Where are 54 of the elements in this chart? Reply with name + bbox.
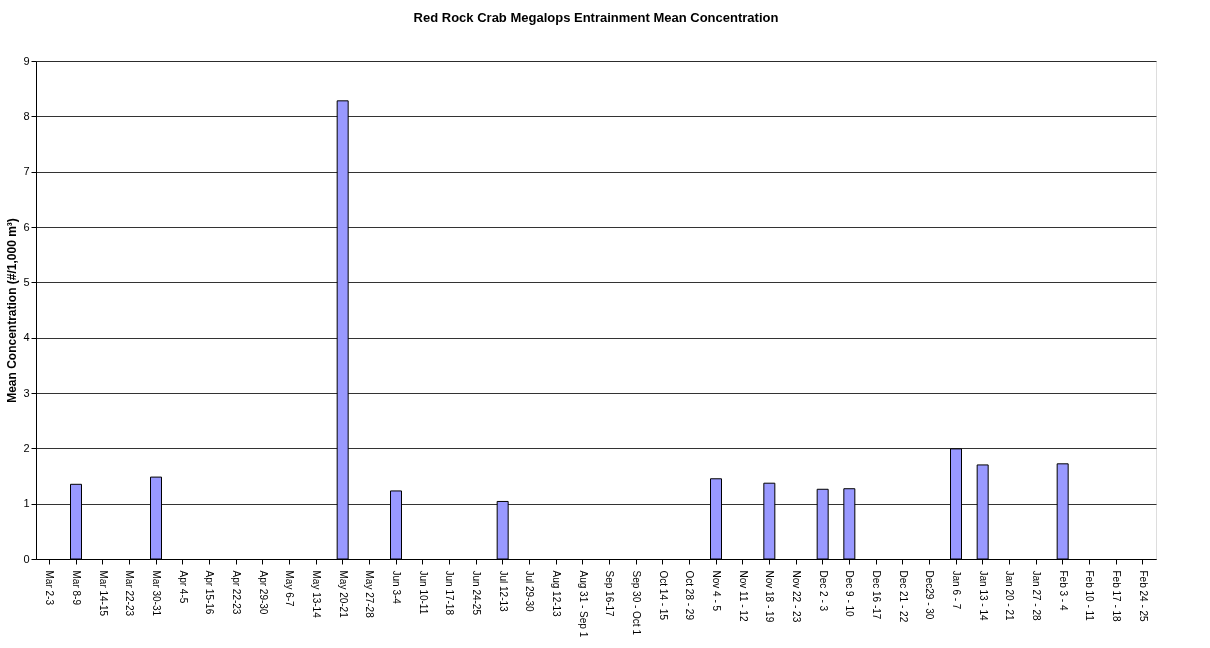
x-tick-label: Jan 27 - 28 — [1031, 570, 1042, 621]
y-tick-label: 1 — [23, 497, 30, 510]
x-tick-label: Dec29 - 30 — [924, 570, 936, 620]
x-tick-label: Sep 30 - Oct 1 — [631, 570, 642, 636]
x-tick-label: Mar 22-23 — [124, 570, 136, 617]
y-tick-label: 7 — [23, 165, 30, 178]
x-tick-label: Dec 9 - 10 — [844, 570, 856, 618]
x-tick-label: Jan 6 - 7 — [951, 570, 962, 610]
x-tick-label: Feb 17 - 18 — [1111, 570, 1122, 623]
x-tick-label: Aug 31 - Sep 1 — [577, 570, 589, 638]
x-tick-label: Dec 21 - 22 — [897, 570, 909, 623]
x-tick-label: Jan 13 - 14 — [977, 570, 989, 621]
y-tick-label: 2 — [23, 441, 30, 454]
chart-title: Red Rock Crab Megalops Entrainment Mean Concentration — [413, 10, 779, 25]
x-tick-label: Jun 17-18 — [444, 570, 456, 616]
y-tick-label: 8 — [23, 109, 30, 122]
x-tick-label: Nov 4 - 5 — [711, 570, 722, 612]
x-tick-label: Apr 22-23 — [231, 570, 242, 615]
x-tick-label: Dec 2 - 3 — [817, 570, 829, 612]
x-tick-label: Jun 10-11 — [417, 570, 429, 615]
y-tick-label: 0 — [23, 552, 30, 565]
x-tick-label: Jun 24-25 — [471, 570, 482, 616]
x-tick-label: Feb 24 - 25 — [1137, 570, 1149, 623]
y-tick-label: 9 — [23, 54, 30, 67]
x-tick-label: Sep 16-17 — [604, 570, 616, 618]
x-tick-label: Oct 14 - 15 — [657, 570, 669, 621]
x-tick-label: Mar 8-9 — [71, 570, 82, 606]
x-tick-label: Apr 4-5 — [177, 570, 189, 604]
x-tick-label: May 6-7 — [284, 570, 296, 608]
y-tick-label: 4 — [23, 331, 30, 344]
x-tick-label: Mar 30-31 — [151, 570, 162, 617]
x-tick-label: Jan 20 - 21 — [1004, 570, 1016, 621]
x-tick-label: Mar 2-3 — [44, 570, 56, 606]
x-tick-label: Nov 22 - 23 — [791, 570, 802, 623]
x-tick-label: Feb 10 - 11 — [1084, 570, 1096, 622]
y-axis-title: Mean Concentration (#/1,000 m³) — [5, 218, 20, 403]
x-tick-label: Apr 15-16 — [204, 570, 216, 615]
x-tick-label: Jun 3-4 — [391, 570, 402, 605]
y-tick-label: 5 — [23, 275, 30, 288]
x-tick-label: Oct 28 - 29 — [684, 570, 696, 621]
x-tick-label: Aug 12-13 — [551, 570, 562, 618]
x-tick-label: Nov 18 - 19 — [764, 570, 776, 623]
x-tick-label: Jul 29-30 — [524, 570, 536, 613]
x-tick-label: Jul 12-13 — [497, 570, 509, 613]
x-tick-label: Feb 3 - 4 — [1057, 570, 1069, 611]
x-tick-label: May 20-21 — [337, 570, 349, 619]
y-tick-label: 3 — [23, 386, 30, 399]
x-tick-label: Mar 14-15 — [97, 570, 109, 617]
x-tick-label: May 13-14 — [311, 570, 322, 619]
x-tick-label: Nov 11 - 12 — [737, 570, 749, 622]
x-tick-label: May 27-28 — [364, 570, 376, 619]
x-tick-label: Dec 16 -17 — [871, 570, 882, 620]
y-tick-label: 6 — [23, 220, 30, 233]
x-tick-label: Apr 29-30 — [257, 570, 269, 615]
